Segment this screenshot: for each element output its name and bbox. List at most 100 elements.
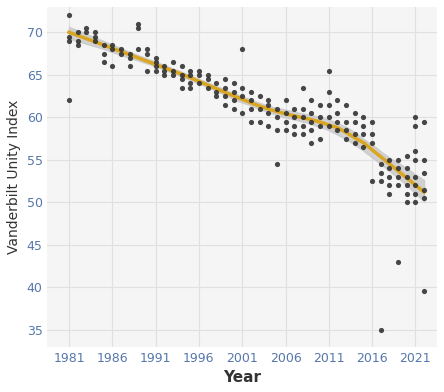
Point <box>230 106 237 112</box>
Point <box>334 118 341 125</box>
Point <box>239 93 246 99</box>
Point <box>343 136 350 142</box>
Point <box>143 46 151 53</box>
Point <box>91 34 99 40</box>
Point <box>274 114 281 120</box>
Point <box>299 106 306 112</box>
Point <box>317 114 324 120</box>
Point <box>412 191 419 197</box>
Point <box>420 169 428 176</box>
Point <box>186 67 194 74</box>
Point <box>247 118 254 125</box>
Point <box>178 72 185 78</box>
Point <box>377 178 385 184</box>
Point <box>230 97 237 103</box>
Point <box>178 76 185 82</box>
Point <box>74 38 81 44</box>
Point <box>100 42 107 48</box>
Point <box>282 127 289 133</box>
Point <box>239 110 246 116</box>
Point <box>369 140 376 146</box>
Point <box>360 123 367 129</box>
Point <box>308 110 315 116</box>
Point <box>161 63 168 69</box>
Point <box>126 63 133 69</box>
Point <box>351 131 358 138</box>
Point <box>222 93 229 99</box>
Point <box>317 123 324 129</box>
Point <box>299 123 306 129</box>
Point <box>412 114 419 120</box>
Point <box>274 106 281 112</box>
Point <box>386 165 393 171</box>
Point <box>143 51 151 57</box>
Point <box>291 106 298 112</box>
Point <box>420 157 428 163</box>
Point <box>161 72 168 78</box>
Point <box>369 118 376 125</box>
Point <box>420 118 428 125</box>
Point <box>291 114 298 120</box>
Point <box>360 144 367 150</box>
Point <box>386 182 393 189</box>
Point <box>291 123 298 129</box>
Point <box>265 110 272 116</box>
Point <box>395 165 402 171</box>
Point <box>386 174 393 180</box>
Point <box>395 157 402 163</box>
Point <box>247 97 254 103</box>
Point <box>152 67 159 74</box>
Point <box>351 110 358 116</box>
Point <box>386 157 393 163</box>
Point <box>213 80 220 87</box>
Point <box>152 59 159 65</box>
Point <box>325 89 333 95</box>
Point <box>204 76 211 82</box>
Point <box>204 85 211 91</box>
Point <box>169 72 176 78</box>
Point <box>213 93 220 99</box>
Point <box>274 161 281 167</box>
X-axis label: Year: Year <box>223 370 261 385</box>
Point <box>91 38 99 44</box>
Point <box>317 136 324 142</box>
Point <box>412 148 419 154</box>
Point <box>369 178 376 184</box>
Point <box>65 97 72 103</box>
Point <box>178 85 185 91</box>
Point <box>265 102 272 108</box>
Point <box>126 51 133 57</box>
Point <box>308 97 315 103</box>
Point <box>282 97 289 103</box>
Point <box>256 106 263 112</box>
Point <box>334 127 341 133</box>
Point <box>152 55 159 61</box>
Point <box>230 89 237 95</box>
Point <box>74 42 81 48</box>
Point <box>299 131 306 138</box>
Point <box>308 140 315 146</box>
Point <box>213 89 220 95</box>
Point <box>325 102 333 108</box>
Point <box>265 123 272 129</box>
Point <box>325 67 333 74</box>
Point <box>152 63 159 69</box>
Point <box>100 51 107 57</box>
Point <box>412 157 419 163</box>
Point <box>325 123 333 129</box>
Point <box>195 72 202 78</box>
Point <box>412 123 419 129</box>
Point <box>299 85 306 91</box>
Point <box>420 186 428 192</box>
Point <box>299 114 306 120</box>
Point <box>360 114 367 120</box>
Point <box>230 80 237 87</box>
Point <box>403 174 410 180</box>
Point <box>325 114 333 120</box>
Point <box>369 131 376 138</box>
Point <box>334 97 341 103</box>
Point <box>395 259 402 265</box>
Point <box>395 174 402 180</box>
Point <box>222 85 229 91</box>
Point <box>256 93 263 99</box>
